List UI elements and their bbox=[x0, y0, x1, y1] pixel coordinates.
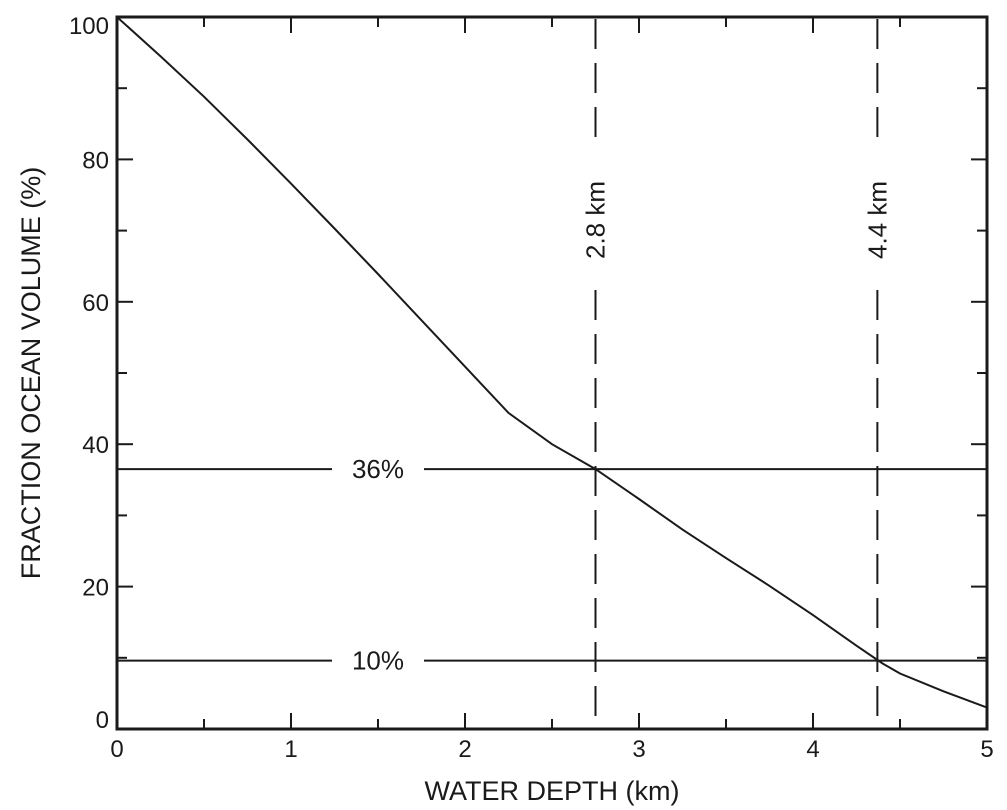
y-tick-label: 0 bbox=[96, 707, 109, 734]
y-tick-label: 60 bbox=[82, 290, 109, 317]
plot-frame bbox=[115, 15, 989, 731]
x-tick-label: 0 bbox=[110, 736, 123, 763]
x-axis-label: WATER DEPTH (km) bbox=[425, 776, 680, 806]
series-line bbox=[116, 16, 988, 709]
x-tick-label: 1 bbox=[284, 736, 297, 763]
vline-label: 2.8 km bbox=[581, 181, 611, 259]
x-tick-label: 2 bbox=[458, 736, 471, 763]
y-tick-label: 40 bbox=[82, 432, 109, 459]
plot-area: 0 1 2 3 4 5 0 20 40 60 80 100 36% 10% 2.8 km 4.4 km bbox=[69, 13, 994, 763]
x-tick-label: 3 bbox=[632, 736, 645, 763]
hline-label: 36% bbox=[352, 454, 404, 484]
y-tick-label: 20 bbox=[82, 575, 109, 602]
x-tick-label: 5 bbox=[980, 736, 993, 763]
vline-label: 4.4 km bbox=[862, 181, 892, 259]
y-tick-label: 100 bbox=[69, 13, 109, 40]
y-tick-label: 80 bbox=[82, 147, 109, 174]
y-axis-label: FRACTION OCEAN VOLUME (%) bbox=[16, 167, 46, 580]
x-tick-label: 4 bbox=[806, 736, 819, 763]
hline-label: 10% bbox=[352, 646, 404, 676]
